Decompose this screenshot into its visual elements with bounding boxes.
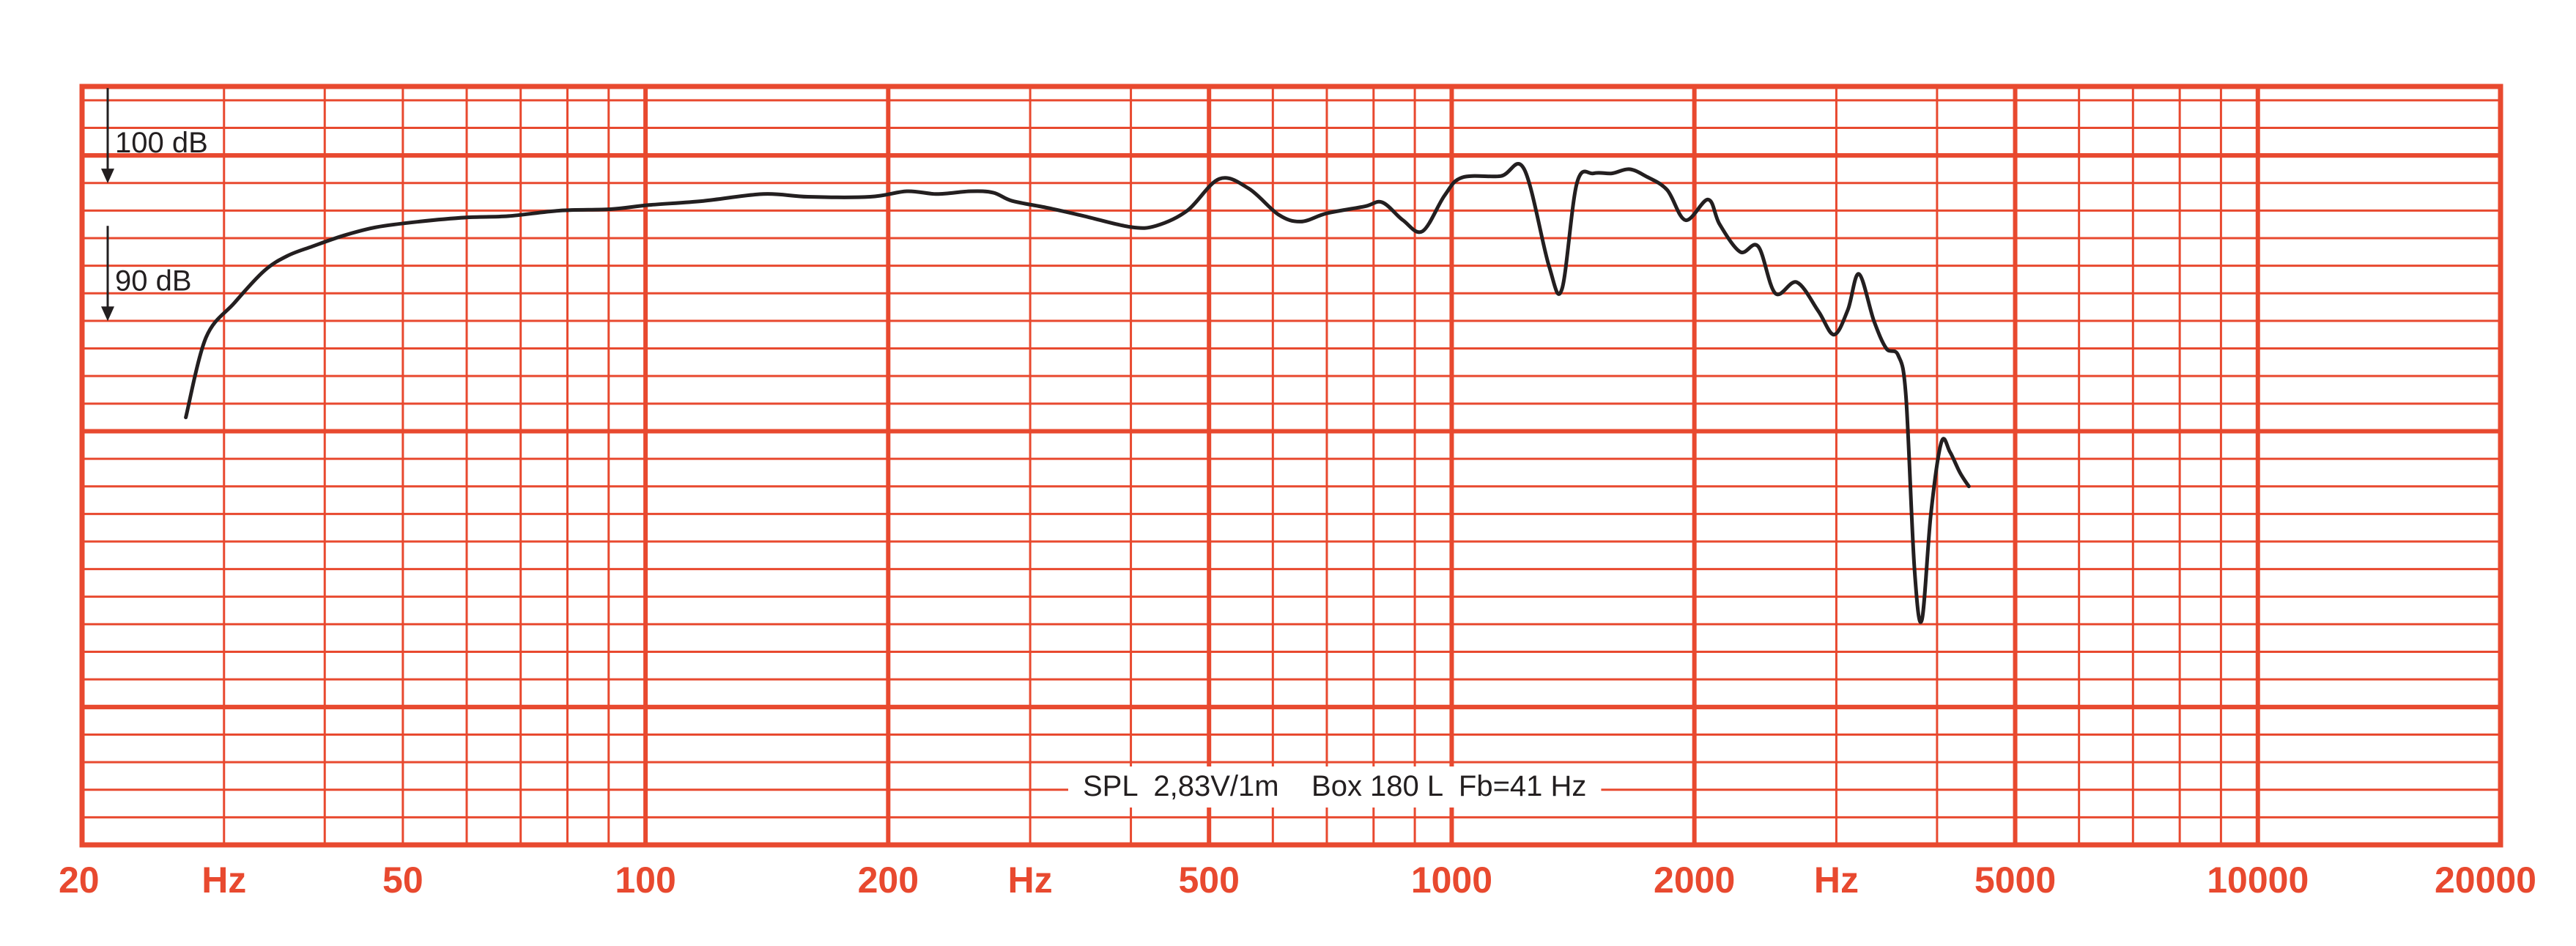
x-tick-label: Hz	[1814, 860, 1859, 901]
x-tick-label: 10000	[2207, 860, 2309, 901]
response-curve-group	[184, 162, 1971, 624]
x-tick-label: 1000	[1411, 860, 1492, 901]
measurement-note: SPL 2,83V/1m Box 180 L Fb=41 Hz	[1068, 766, 1602, 808]
x-tick-label: 2000	[1654, 860, 1735, 901]
db-arrow-head	[101, 306, 114, 322]
plot-frame	[79, 84, 2503, 848]
x-tick-label: 50	[382, 860, 423, 901]
minor-gridlines	[82, 86, 2501, 845]
major-gridlines	[82, 86, 2501, 845]
x-tick-label: 20000	[2435, 860, 2536, 901]
x-tick-label: 20	[59, 860, 100, 901]
db-reference-label: 90 dB	[115, 265, 192, 297]
x-tick-label: Hz	[1008, 860, 1053, 901]
db-reference-labels: 100 dB 90 dB	[101, 88, 208, 322]
measurement-note-text: SPL 2,83V/1m Box 180 L Fb=41 Hz	[1083, 770, 1586, 802]
x-tick-label: 500	[1178, 860, 1239, 901]
x-tick-label: Hz	[201, 860, 246, 901]
db-arrow-head	[101, 169, 114, 184]
x-tick-label: 100	[615, 860, 676, 901]
x-tick-label: 5000	[1974, 860, 2056, 901]
x-tick-labels: 20 Hz 50 100 200 Hz 500 1000 2000 Hz 5000 10000 2000…	[59, 860, 2536, 901]
db-reference-label: 100 dB	[115, 127, 208, 159]
measurement-note-background	[1068, 766, 1602, 808]
x-tick-label: 200	[858, 860, 919, 901]
response-curve-line	[184, 162, 1971, 624]
